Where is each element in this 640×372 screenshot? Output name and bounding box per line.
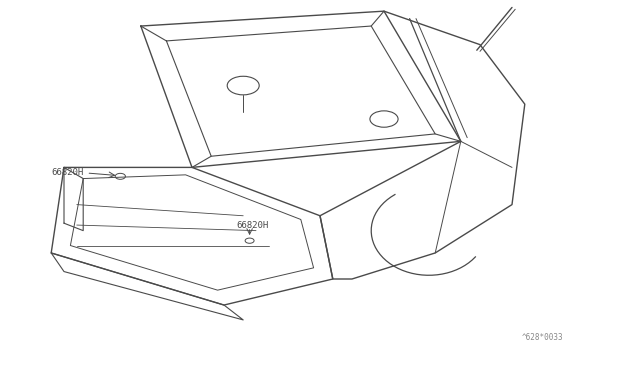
- Text: 66820H: 66820H: [51, 169, 83, 177]
- Text: ^628*0033: ^628*0033: [522, 333, 563, 342]
- Text: 66820H: 66820H: [237, 221, 269, 230]
